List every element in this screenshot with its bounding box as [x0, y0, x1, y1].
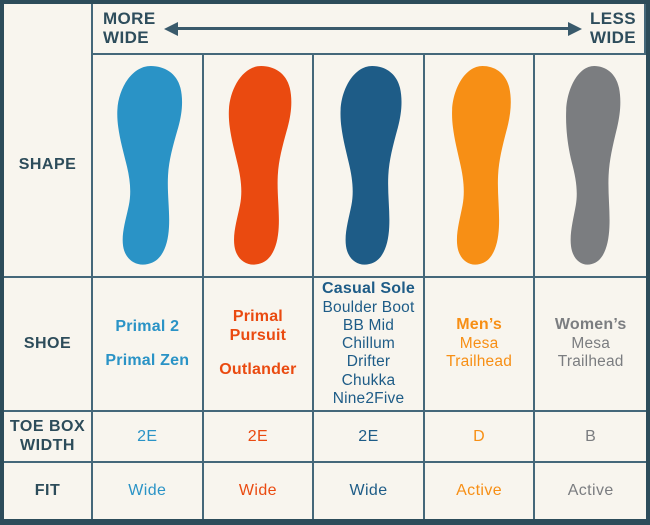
toe-box-value: 2E	[314, 412, 425, 463]
shoe-name: Casual Sole	[322, 279, 415, 297]
shoe-list-primal: Primal 2 Primal Zen	[93, 278, 204, 412]
shoe-name: Men’s	[456, 316, 502, 334]
row-label-toe-box-width: TOE BOX WIDTH	[4, 412, 93, 463]
arrowhead-right-icon	[567, 21, 582, 36]
shoe-name: Chukka	[341, 371, 396, 389]
arrowhead-left-icon	[163, 21, 178, 36]
shoe-list-mens-mesa: Men’s Mesa Trailhead	[424, 278, 536, 412]
fit-value: Active	[425, 463, 536, 519]
footprint-icon	[314, 55, 425, 278]
more-wide-line1: MORE	[103, 9, 156, 29]
shoe-name: Primal 2	[115, 317, 180, 335]
footprint-icon	[203, 55, 315, 278]
shoe-name: BB Mid	[342, 316, 395, 334]
footprint-icon	[535, 55, 646, 278]
shoe-name: Nine2Five	[332, 390, 405, 407]
toe-box-value: B	[535, 412, 646, 463]
shoe-name: Drifter	[346, 353, 391, 371]
more-wide-line2: WIDE	[103, 27, 149, 47]
less-wide-line2: WIDE	[590, 27, 636, 47]
shoe-list-casual-sole: Casual Sole Boulder Boot BB Mid Chillum Drif…	[314, 278, 425, 412]
corner-cell	[4, 4, 93, 55]
shoe-list-womens-mesa: Women’s Mesa Trailhead	[535, 278, 646, 412]
shoe-name: Primal Zen	[105, 351, 190, 369]
toe-box-value: D	[424, 412, 536, 463]
more-wide-label: MORE WIDE	[103, 9, 156, 47]
width-scale-header: MORE WIDE LESS WIDE	[93, 4, 646, 55]
fit-value: Wide	[204, 463, 315, 519]
footprint-icon	[424, 55, 536, 278]
toe-box-value: 2E	[93, 412, 204, 463]
shoe-list-pursuit-outlander: Primal Pursuit Outlander	[203, 278, 315, 412]
row-label-fit: FIT	[4, 463, 93, 519]
shoe-name: Mesa	[459, 335, 499, 353]
row-label-shape: SHAPE	[4, 55, 93, 278]
shoe-name: Chillum	[341, 335, 396, 353]
toe-box-value: 2E	[203, 412, 315, 463]
shoe-name: Trailhead	[557, 353, 624, 371]
fit-value: Active	[567, 482, 614, 499]
fit-value: Wide	[93, 463, 204, 519]
shoe-name: Boulder Boot	[322, 298, 415, 316]
shoe-name: Women’s	[554, 316, 627, 334]
shoe-name: Mesa	[571, 335, 611, 353]
less-wide-label: LESS WIDE	[589, 9, 636, 47]
double-headed-arrow-icon	[163, 21, 582, 36]
less-wide-line1: LESS	[589, 9, 636, 29]
shoe-name: Primal Pursuit	[229, 308, 287, 345]
toe-box-label-line2: WIDTH	[20, 436, 75, 454]
fit-value: Wide	[314, 463, 425, 519]
shoe-name: Outlander	[219, 360, 297, 378]
toe-box-label-line1: TOE BOX	[9, 418, 86, 436]
arrow-shaft	[177, 27, 568, 30]
row-label-shoe: SHOE	[4, 278, 93, 412]
shoe-name: Trailhead	[446, 353, 513, 371]
footprint-icon	[93, 55, 204, 278]
